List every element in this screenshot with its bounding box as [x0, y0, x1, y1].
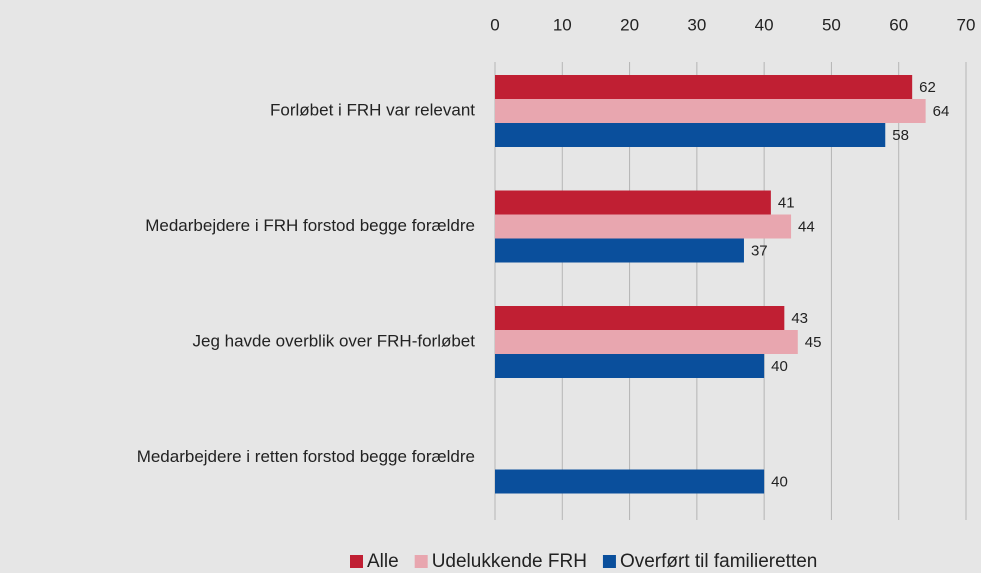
bar	[495, 306, 785, 330]
category-label: Jeg havde overblik over FRH-forløbet	[192, 331, 475, 350]
bar	[495, 214, 792, 239]
bar	[495, 99, 926, 123]
value-label: 40	[771, 473, 788, 490]
category-label: Forløbet i FRH var relevant	[270, 100, 475, 119]
legend-swatch	[414, 555, 428, 568]
category-label: Medarbejdere i retten forstod begge foræ…	[137, 447, 475, 466]
x-tick-label: 10	[553, 15, 572, 34]
bar	[495, 123, 886, 147]
x-tick-label: 40	[755, 15, 774, 34]
value-label: 58	[892, 127, 909, 144]
value-label: 41	[778, 194, 795, 211]
value-label: 43	[791, 310, 808, 327]
value-label: 40	[771, 358, 788, 375]
legend-label: Udelukkende FRH	[432, 551, 587, 572]
bar	[495, 469, 765, 494]
value-label: 37	[751, 242, 768, 259]
value-label: 64	[933, 103, 950, 120]
category-label: Medarbejdere i FRH forstod begge forældr…	[145, 216, 475, 235]
legend-swatch	[602, 555, 616, 568]
bar	[495, 75, 913, 99]
value-label: 62	[919, 79, 936, 96]
bar	[495, 190, 771, 215]
bar	[495, 330, 798, 354]
x-tick-label: 60	[889, 15, 908, 34]
bar	[495, 238, 744, 263]
x-tick-label: 30	[687, 15, 706, 34]
x-tick-label: 50	[822, 15, 841, 34]
x-tick-label: 20	[620, 15, 639, 34]
value-label: 44	[798, 218, 815, 235]
x-tick-label: 0	[490, 15, 499, 34]
x-tick-label: 70	[957, 15, 976, 34]
value-label: 45	[805, 334, 822, 351]
bar	[495, 354, 765, 378]
legend-label: Overført til familieretten	[620, 551, 817, 572]
legend-swatch	[350, 555, 363, 568]
legend-label: Alle	[367, 551, 399, 572]
